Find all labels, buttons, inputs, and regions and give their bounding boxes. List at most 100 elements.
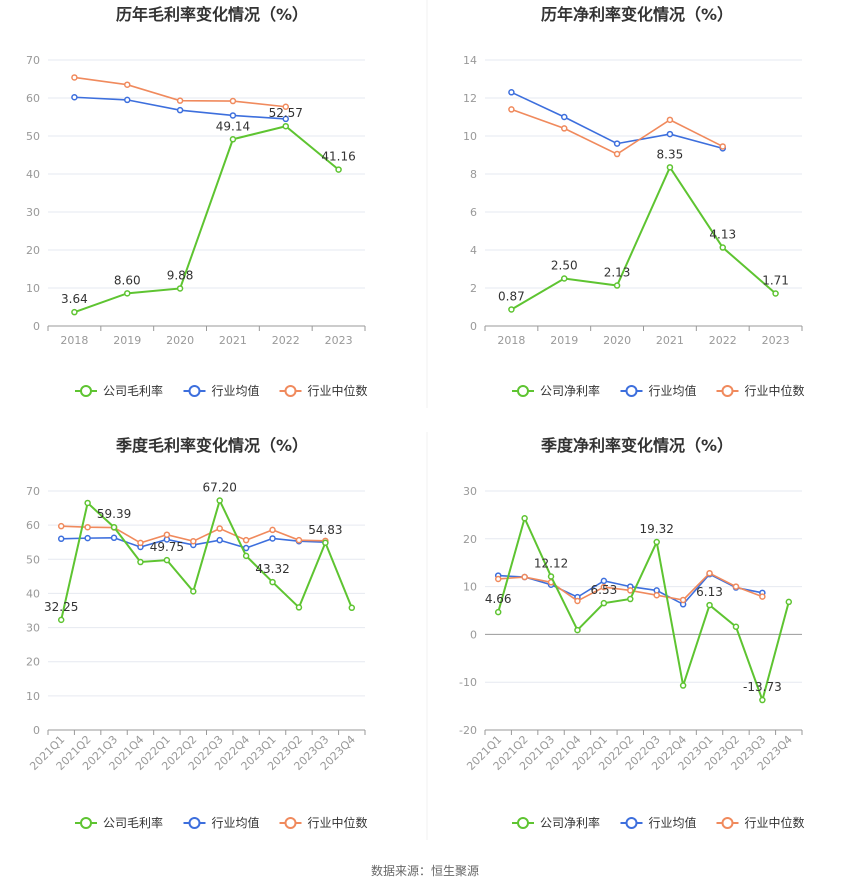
data-point (508, 306, 515, 313)
y-tick-label: 30 (26, 622, 40, 635)
legend-item-3: 行业中位数 (279, 815, 368, 830)
legend-marker (721, 817, 734, 829)
legend-item-2: 行业均值 (183, 815, 260, 830)
x-tick-label: 2023 (325, 334, 353, 347)
data-label: 1.71 (762, 274, 789, 288)
data-point (242, 544, 250, 552)
legend-item-1: 公司净利率 (512, 383, 600, 398)
data-label: 8.60 (114, 273, 141, 287)
chart-panel-1: 历年毛利率变化情况（%） 0 10 20 30 40 50 60 70 2018 2019 2020 2… (26, 5, 368, 398)
legend-item-2: 行业均值 (183, 383, 260, 398)
data-point (574, 626, 581, 634)
y-tick-label: 10 (26, 282, 40, 295)
data-point (71, 93, 78, 101)
data-point (124, 96, 131, 104)
data-point (282, 115, 289, 123)
data-point (627, 595, 634, 603)
legend-marker (80, 385, 92, 397)
data-point (666, 164, 674, 171)
y-tick-label: 20 (26, 656, 40, 669)
data-point (242, 536, 250, 544)
data-label: 52.57 (269, 106, 303, 120)
data-point (613, 150, 621, 158)
data-point (295, 536, 303, 544)
data-label: 49.75 (150, 540, 184, 554)
data-point (348, 604, 356, 612)
legend-item-3: 行业中位数 (716, 815, 805, 830)
legend-marker (517, 385, 529, 397)
y-tick-label: 0 (33, 724, 40, 737)
legend-item-1: 公司毛利率 (75, 383, 163, 398)
data-point (282, 122, 289, 130)
data-point (71, 308, 78, 316)
data-label: 8.35 (657, 147, 684, 161)
data-point (772, 290, 779, 297)
data-point (190, 588, 197, 595)
data-point (57, 522, 65, 530)
data-point (561, 125, 568, 132)
y-tick-label: -20 (459, 724, 477, 737)
y-tick-label: 40 (26, 168, 40, 181)
x-tick-label: 2019 (113, 334, 141, 347)
data-point (561, 113, 568, 121)
data-point (229, 136, 237, 143)
data-point (110, 534, 118, 542)
legend-item-3: 行业中位数 (279, 383, 368, 398)
legend-marker (284, 817, 297, 829)
legend-label: 行业均值 (649, 815, 697, 830)
data-point (163, 556, 171, 564)
data-point (216, 536, 223, 544)
legend-label: 行业均值 (649, 383, 697, 398)
legend-marker (188, 817, 201, 829)
x-tick-label: 2018 (497, 334, 525, 347)
series-line-1 (510, 165, 777, 311)
y-tick-label: 8 (470, 168, 477, 181)
x-tick-label: 2020 (603, 334, 631, 347)
y-tick-label: 50 (26, 553, 40, 566)
data-point (547, 573, 555, 580)
legend-item-1: 公司毛利率 (75, 815, 163, 830)
x-tick-label: 2021 (219, 334, 247, 347)
data-point (759, 593, 766, 600)
data-point (295, 604, 303, 611)
legend-label: 行业均值 (212, 383, 260, 398)
y-tick-label: 20 (463, 533, 477, 546)
data-point (719, 143, 726, 150)
legend-label: 公司毛利率 (103, 815, 163, 830)
legend-label: 公司净利率 (540, 383, 600, 398)
data-label: 43.32 (255, 562, 289, 576)
y-tick-label: 4 (470, 244, 477, 257)
y-tick-label: 6 (470, 206, 477, 219)
data-point (110, 523, 118, 531)
legend-label: 行业均值 (212, 815, 260, 830)
data-point (494, 575, 502, 583)
source-note: 数据来源：恒生聚源 (370, 864, 479, 878)
y-tick-label: 70 (26, 485, 40, 498)
x-tick-label: 2021 (656, 334, 684, 347)
data-point (57, 535, 65, 543)
data-point (719, 244, 726, 251)
data-label: 59.39 (97, 507, 131, 521)
legend-label: 公司毛利率 (103, 383, 163, 398)
x-tick-label: 2022 (709, 334, 737, 347)
series-line-1 (60, 497, 353, 621)
legend-label: 行业中位数 (745, 815, 805, 830)
data-point (561, 275, 568, 282)
data-point (163, 531, 171, 538)
legend-label: 公司净利率 (540, 815, 600, 830)
data-point (600, 583, 608, 591)
legend-item-2: 行业均值 (620, 815, 697, 830)
y-tick-label: 70 (26, 54, 40, 67)
data-point (282, 103, 289, 110)
y-tick-label: 40 (26, 587, 40, 600)
data-point (124, 290, 131, 297)
data-point (508, 89, 515, 96)
data-point (84, 534, 91, 542)
legend-marker (188, 385, 201, 397)
legend-marker (625, 817, 638, 829)
data-point (653, 591, 660, 599)
data-label: 0.87 (498, 289, 525, 303)
x-tick-label: 2020 (166, 334, 194, 347)
data-point (269, 535, 276, 542)
data-point (666, 116, 674, 124)
